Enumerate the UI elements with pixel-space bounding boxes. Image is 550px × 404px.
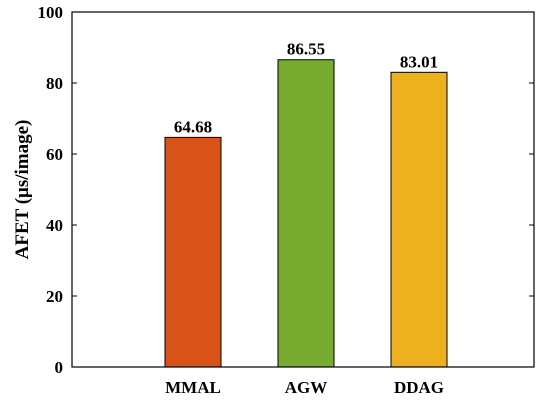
x-category-label: MMAL [165, 378, 221, 397]
x-axis-category-labels: MMAL AGW DDAG [165, 378, 444, 397]
y-tick-label: 100 [38, 3, 64, 22]
bar-value-label: 86.55 [287, 40, 325, 59]
y-tick-label: 0 [55, 358, 64, 377]
y-tick-label: 20 [46, 287, 63, 306]
bar-mmal [164, 136, 222, 368]
axes-frame [71, 11, 535, 368]
y-tick-label: 60 [46, 145, 63, 164]
bar-series [164, 59, 448, 368]
bar-value-labels: 64.68 86.55 83.01 [174, 40, 438, 137]
bar-ddag [390, 71, 448, 368]
x-category-label: AGW [285, 378, 328, 397]
bar-value-label: 64.68 [174, 117, 212, 136]
y-tick-label: 40 [46, 216, 63, 235]
bar-agw [277, 59, 335, 368]
y-tick-label: 80 [46, 74, 63, 93]
y-axis-label: AFET (μs/image) [12, 120, 33, 260]
bar-value-label: 83.01 [400, 52, 438, 71]
x-category-label: DDAG [394, 378, 444, 397]
y-axis-ticks: 0 20 40 60 80 100 [38, 3, 534, 377]
